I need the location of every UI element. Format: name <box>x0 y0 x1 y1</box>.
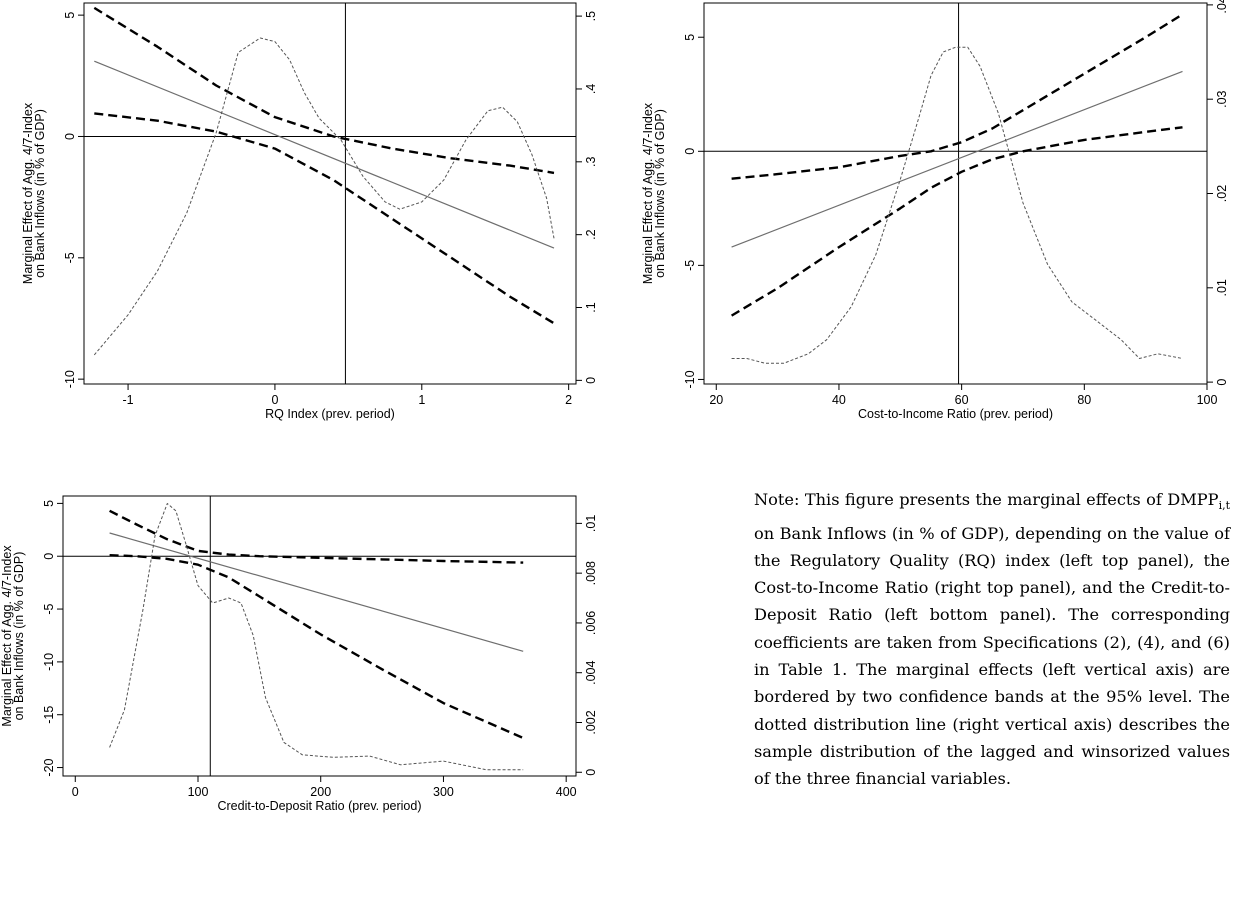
figure-note: Note: This figure presents the marginal … <box>754 486 1230 793</box>
distribution-line <box>109 503 524 771</box>
y2-tick-label: .002 <box>584 710 598 734</box>
y-tick-label: -10 <box>42 653 56 671</box>
x-tick-label: 40 <box>832 393 846 407</box>
y-axis-label-line2: on Bank Inflows (in % of GDP) <box>33 109 47 278</box>
y-tick-label: 5 <box>42 500 56 507</box>
y-tick-label: -10 <box>63 370 77 388</box>
lower-ci-line <box>730 126 1183 317</box>
upper-ci-line <box>93 6 555 175</box>
x-tick-label: 2 <box>565 393 572 407</box>
note-symbol: DMPP <box>1167 490 1219 509</box>
y2-tick-label: .04 <box>1215 0 1229 14</box>
x-tick-label: 100 <box>188 785 209 799</box>
distribution-line <box>93 37 555 356</box>
y-axis-label-line2: on Bank Inflows (in % of GDP) <box>653 109 667 278</box>
y2-tick-label: .02 <box>1215 185 1229 202</box>
y-tick-label: 0 <box>42 553 56 560</box>
x-axis-label: RQ Index (prev. period) <box>265 407 395 421</box>
marginal-effect-line <box>94 60 555 249</box>
x-tick-label: 0 <box>271 393 278 407</box>
y2-tick-label: 0 <box>584 769 598 776</box>
x-tick-label: 400 <box>556 785 577 799</box>
x-axis-label: Credit-to-Deposit Ratio (prev. period) <box>217 799 421 813</box>
y2-tick-label: .5 <box>584 11 598 21</box>
marginal-effect-line <box>109 532 524 652</box>
y2-tick-label: .006 <box>584 611 598 635</box>
y-tick-label: -10 <box>683 370 697 388</box>
plot-frame <box>83 2 577 385</box>
note-body: on Bank Inflows (in % of GDP), depending… <box>754 523 1230 789</box>
y2-tick-label: .3 <box>584 157 598 167</box>
y-tick-label: -5 <box>683 260 697 271</box>
y-tick-label: -5 <box>42 603 56 614</box>
x-axis-label: Cost-to-Income Ratio (prev. period) <box>858 407 1053 421</box>
plot-frame <box>703 2 1208 385</box>
x-tick-label: 1 <box>418 393 425 407</box>
x-tick-label: 100 <box>1197 393 1218 407</box>
y-tick-label: 0 <box>63 133 77 140</box>
chart-panel-3: 0 100 200 300 400 -20 -15 -10 -5 0 5 0 .002 .004 .006.… <box>0 495 598 813</box>
lower-ci-line <box>94 112 555 325</box>
x-tick-label: -1 <box>122 393 133 407</box>
y-axis-label-line1: Marginal Effect of Agg. 4/7-Index <box>0 545 14 727</box>
y2-tick-label: .2 <box>584 229 598 239</box>
plot-frame <box>62 495 577 777</box>
y2-tick-label: .01 <box>1215 279 1229 296</box>
upper-ci-line <box>109 509 524 564</box>
marginal-effect-line <box>731 70 1183 248</box>
y2-tick-label: .01 <box>584 515 598 532</box>
y2-tick-label: .03 <box>1215 90 1229 107</box>
y-axis-label-line1: Marginal Effect of Agg. 4/7-Index <box>641 102 655 284</box>
y-axis-label-line1: Marginal Effect of Agg. 4/7-Index <box>21 102 35 284</box>
note-subscript: i,t <box>1218 499 1230 513</box>
y-tick-label: -20 <box>42 758 56 776</box>
y2-tick-label: .004 <box>584 661 598 685</box>
y2-tick-label: .4 <box>584 84 598 94</box>
y2-tick-label: .008 <box>584 561 598 585</box>
x-tick-label: 200 <box>310 785 331 799</box>
y2-tick-label: 0 <box>584 377 598 384</box>
x-tick-label: 0 <box>72 785 79 799</box>
y-axis-label-line2: on Bank Inflows (in % of GDP) <box>12 552 26 721</box>
y2-tick-label: .1 <box>584 302 598 312</box>
y-tick-label: -5 <box>63 252 77 263</box>
upper-ci-line <box>731 13 1184 180</box>
y-tick-label: 5 <box>63 12 77 19</box>
lower-ci-line <box>109 554 524 740</box>
x-tick-label: 80 <box>1077 393 1091 407</box>
x-tick-label: 300 <box>433 785 454 799</box>
x-tick-label: 20 <box>709 393 723 407</box>
note-prefix: Note: This figure presents the marginal … <box>754 490 1168 509</box>
x-tick-label: 60 <box>955 393 969 407</box>
chart-panel-2: 20 40 60 80 100 -10 -5 0 5 0 .01 .02 .03 .04 Cost-to-I… <box>641 0 1229 421</box>
y2-tick-label: 0 <box>1215 379 1229 386</box>
y-tick-label: 5 <box>683 34 697 41</box>
y-tick-label: -15 <box>42 706 56 724</box>
y-tick-label: 0 <box>683 148 697 155</box>
distribution-line <box>731 46 1183 364</box>
